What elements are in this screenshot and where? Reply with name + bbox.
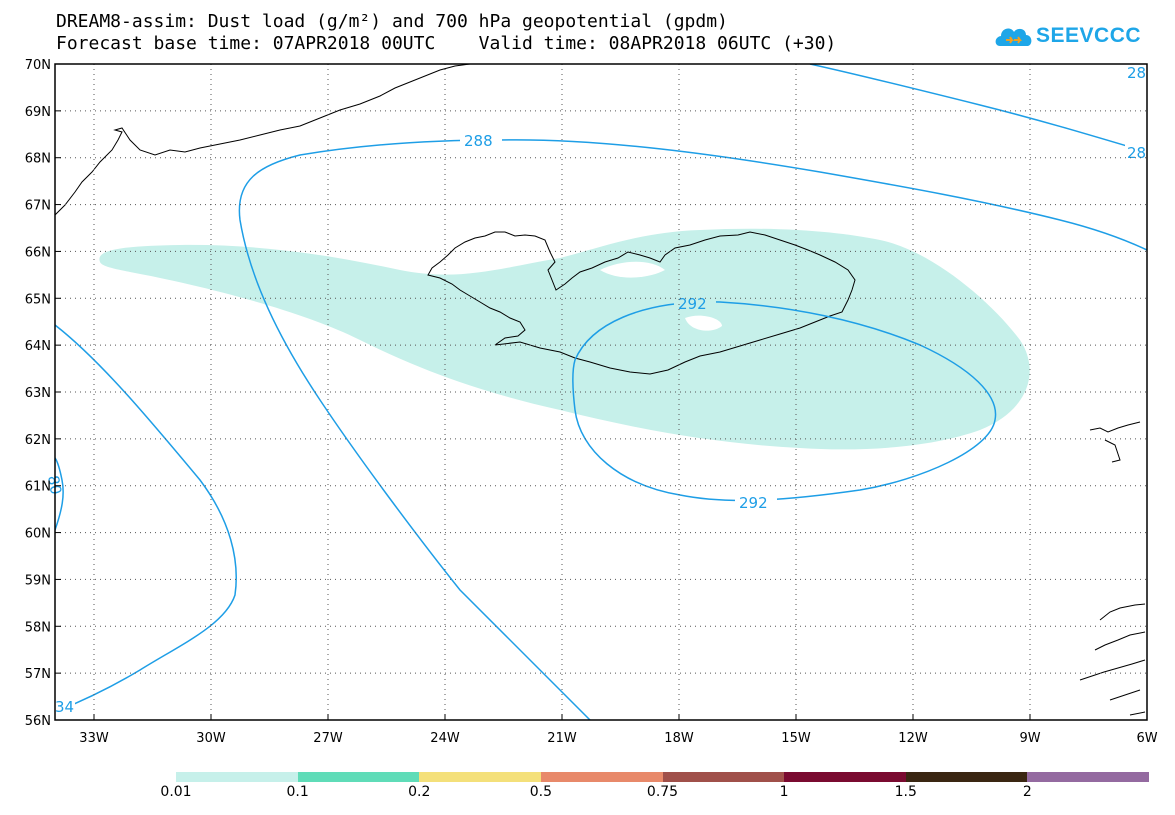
lat-label: 66N [25,245,51,260]
dust-gap [600,261,665,278]
lon-label: 27W [313,731,343,746]
colorbar-label: 0.2 [408,784,431,800]
lat-label: 70N [25,58,51,73]
map-title: DREAM8-assim: Dust load (g/m²) and 700 h… [56,11,728,32]
colorbar-label: 0.1 [286,784,309,800]
lat-label: 65N [25,292,51,307]
colorbar-label: 2 [1022,784,1032,800]
coastlines [55,64,1146,716]
dust-gap [685,315,722,331]
colorbar-label: 0.75 [646,784,679,800]
lon-label: 15W [781,731,811,746]
contour-292 [572,301,997,502]
scotland-coast [1079,603,1146,716]
lon-label: 30W [196,731,226,746]
lat-label: 63N [25,386,51,401]
colorbar-segment [1027,772,1149,782]
lon-label: 6W [1136,731,1157,746]
colorbar-segment [419,772,541,782]
latitude-axis: 70N 69N 68N 67N 66N 65N 64N 63N 62N 61N 60N 59N 58N 5… [25,58,61,729]
iceland-coast [427,231,856,375]
lat-label: 58N [25,620,51,635]
colorbar-segment [297,772,420,782]
colorbar-label: 1 [779,784,789,800]
colorbar [176,772,1149,782]
contour-label-292-south: 292 [739,494,768,512]
colorbar-label: 0.5 [529,784,553,800]
colorbar-label: 1.5 [894,784,917,800]
colorbar-segment [784,772,906,782]
greenland-coast [55,64,471,216]
colorbar-segment [176,772,298,782]
lat-label: 56N [25,714,51,729]
gridlines [55,64,1147,720]
lon-label: 9W [1019,731,1040,746]
contour-label-284: 34 [55,698,74,716]
lat-label: 62N [25,433,51,448]
lat-label: 57N [25,667,51,682]
geopotential-contours [55,64,1147,720]
contour-280 [55,457,64,531]
lon-label: 21W [547,731,577,746]
contour-284-top [809,64,1147,153]
map-subtitle: Forecast base time: 07APR2018 00UTC Vali… [56,33,837,54]
lat-label: 61N [25,480,51,495]
longitude-axis: 33W 30W 27W 24W 21W 18W 15W 12W 9W 6W [79,714,1158,746]
lon-label: 18W [664,731,694,746]
contour-284-left [55,324,237,713]
dust-load-area [99,228,1030,450]
lon-label: 33W [79,731,109,746]
faroe-islands [1089,421,1141,463]
contour-labels: 288 292 292 28 28 80 34 [44,64,1147,716]
lat-label: 69N [25,105,51,120]
colorbar-segment [662,772,785,782]
lat-label: 64N [25,339,51,354]
lat-label: 67N [25,199,51,214]
colorbar-label: 0.01 [160,784,192,800]
contour-label-292-north: 292 [678,295,707,313]
lat-label: 59N [25,573,51,588]
contour-288 [238,139,1147,720]
seevccc-logo: SEEVCCC [992,18,1141,54]
contour-label-28-top: 28 [1127,64,1146,82]
contour-label-28-mid: 28 [1127,144,1146,162]
cloud-icon [995,28,1032,46]
lat-label: 60N [25,527,51,542]
lon-label: 24W [430,731,460,746]
colorbar-segment [905,772,1028,782]
lat-label: 68N [25,152,51,167]
logo-text: SEEVCCC [1036,24,1142,47]
contour-label-288: 288 [464,132,493,150]
lon-label: 12W [898,731,928,746]
colorbar-segment [540,772,663,782]
